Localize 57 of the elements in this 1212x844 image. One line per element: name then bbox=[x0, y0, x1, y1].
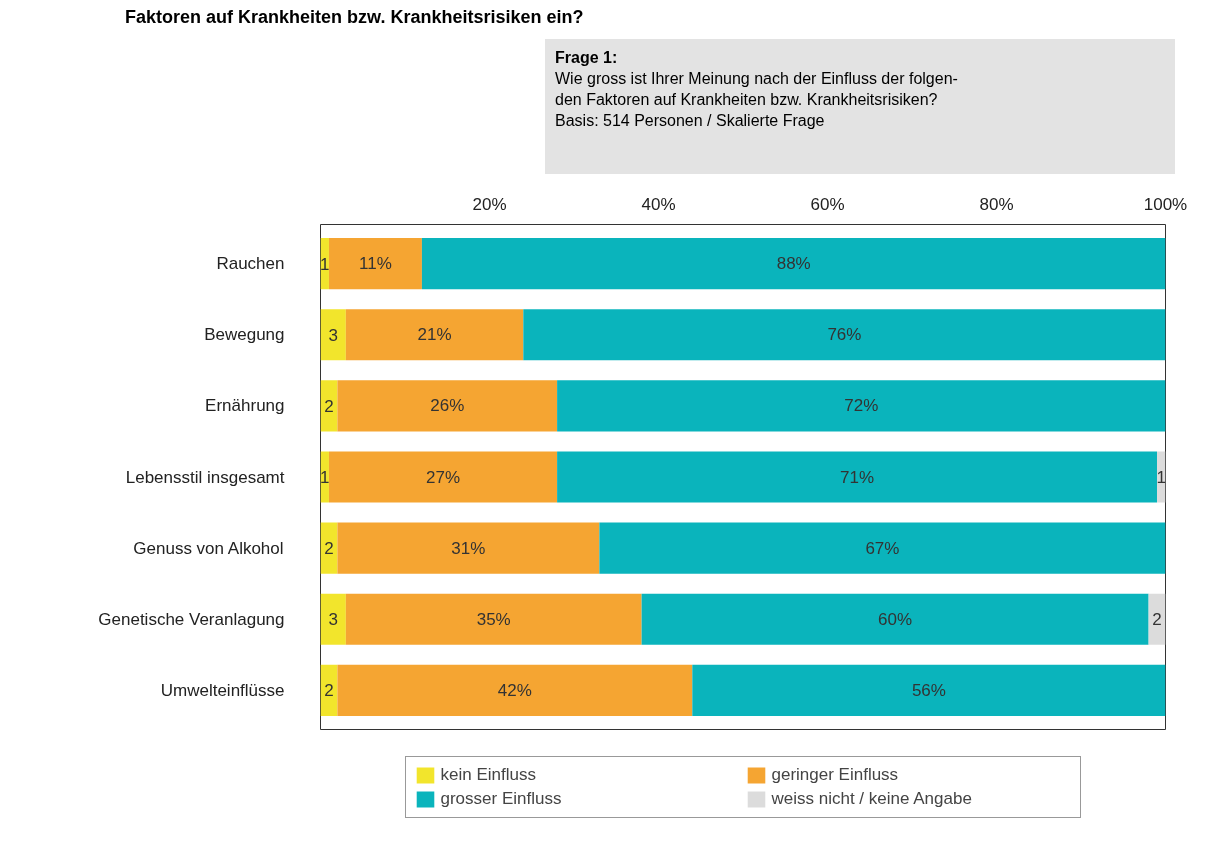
bar bbox=[320, 593, 346, 645]
y-tick-label: Genetische Veranlagung bbox=[98, 609, 285, 629]
data-label: 27% bbox=[426, 467, 461, 487]
data-label: 76% bbox=[827, 325, 862, 345]
bar bbox=[337, 380, 558, 432]
x-tick-label: 40% bbox=[641, 194, 676, 214]
text: Frage 1: Wie gross ist Ihrer Meinung nach der Einfluss der folgen- den Faktoren auf Krankheiten bzw. Krankheitsrisiken? Basis: 514 Personen / Skalierte Frage bbox=[555, 48, 958, 131]
data-label: 1 bbox=[320, 254, 330, 274]
legend-label: geringer Einfluss bbox=[771, 764, 900, 785]
data-label: 67% bbox=[865, 538, 900, 558]
y-tick-label: Umwelteinflüsse bbox=[160, 680, 285, 700]
x-tick-label: 60% bbox=[810, 194, 845, 214]
data-label: 56% bbox=[911, 680, 946, 700]
x-tick-label: 100% bbox=[1143, 194, 1188, 214]
bar bbox=[328, 451, 558, 503]
bar bbox=[599, 522, 1166, 574]
data-label: 72% bbox=[844, 396, 879, 416]
data-label: 71% bbox=[840, 467, 875, 487]
y-tick-label: Genuss von Alkohol bbox=[133, 538, 284, 558]
bar bbox=[345, 309, 524, 361]
data-label: 42% bbox=[497, 680, 532, 700]
data-label: 2 bbox=[1152, 610, 1162, 630]
y-tick-label: Ernährung bbox=[205, 396, 285, 416]
bar bbox=[337, 664, 693, 716]
data-label: 3 bbox=[328, 325, 338, 345]
bar bbox=[328, 238, 422, 290]
y-tick-label: Lebensstil insgesamt bbox=[125, 467, 285, 487]
data-label: 2 bbox=[324, 396, 334, 416]
legend-label: kein Einfluss bbox=[440, 764, 537, 785]
x-tick-label: 20% bbox=[472, 194, 507, 214]
data-label: 26% bbox=[430, 396, 465, 416]
bar bbox=[320, 309, 346, 361]
x-tick-label: 80% bbox=[979, 194, 1014, 214]
bar bbox=[557, 380, 1166, 432]
legend-label: weiss nicht / keine Angabe bbox=[771, 788, 973, 809]
bar bbox=[337, 522, 600, 574]
data-label: 60% bbox=[878, 609, 913, 629]
data-label: 88% bbox=[776, 254, 811, 274]
bar bbox=[641, 593, 1149, 645]
y-tick-label: Rauchen bbox=[216, 254, 285, 274]
bar bbox=[421, 238, 1166, 290]
data-label: 1 bbox=[320, 468, 330, 487]
bar bbox=[692, 664, 1166, 716]
y-tick-label: Bewegung bbox=[204, 325, 285, 345]
chart-title: Faktoren auf Krankheiten bzw. Krankheitsrisiken ein? bbox=[125, 6, 584, 29]
bar bbox=[523, 309, 1166, 361]
data-label: 1 bbox=[1156, 468, 1167, 487]
data-label: 35% bbox=[476, 609, 511, 629]
data-label: 2 bbox=[324, 539, 334, 559]
bar bbox=[345, 593, 642, 645]
data-label: 11% bbox=[359, 254, 392, 274]
data-label: 21% bbox=[417, 325, 452, 345]
data-label: 3 bbox=[328, 610, 338, 630]
data-label: 2 bbox=[324, 681, 334, 701]
bar bbox=[557, 451, 1158, 503]
data-label: 31% bbox=[451, 538, 486, 558]
legend-label: grosser Einfluss bbox=[440, 788, 563, 809]
